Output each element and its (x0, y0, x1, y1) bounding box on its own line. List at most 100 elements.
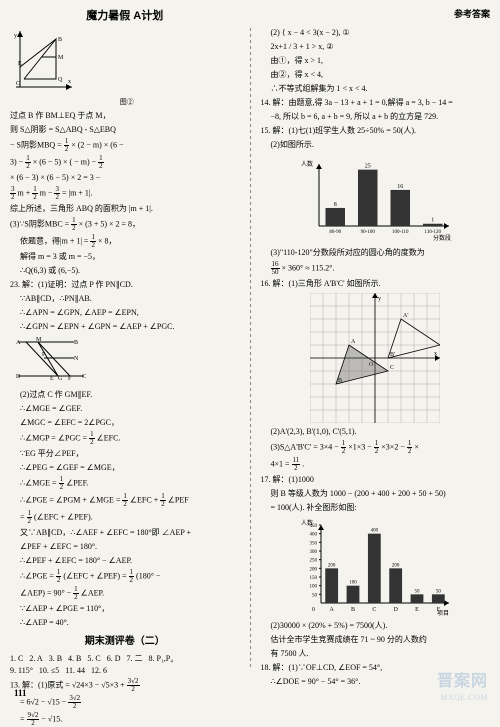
fraction: 12 (73, 586, 79, 601)
svg-text:350: 350 (310, 541, 318, 546)
text-line: 则 B 等级人数为 1000 − (200 + 400 + 200 + 50 +… (261, 488, 491, 500)
text-line: ∠PEF + ∠EFC = 180°. (10, 541, 240, 553)
text-line: (2) { x − 4 < 3(x − 2), ① (261, 27, 491, 39)
fraction: 32 (10, 186, 16, 201)
text-line: ∴∠MGE = 12 ∠PEF. (10, 476, 240, 491)
svg-text:Q: Q (58, 77, 63, 83)
fraction: 12 (122, 493, 128, 508)
coordinate-grid: xyOA'B'C'ABC (310, 293, 440, 423)
fraction: 12 (32, 186, 38, 201)
text-line: = 100(人). 补全图形如图: (261, 502, 491, 514)
svg-text:300: 300 (310, 550, 318, 555)
bar-chart-2: 人数项目50100150200250300350400450200A100B40… (295, 517, 455, 617)
t: 13. 解：(1)原式 = √24×3 − √5×3 + (10, 680, 127, 689)
svg-text:50: 50 (415, 589, 421, 594)
svg-text:80-90: 80-90 (330, 230, 342, 235)
svg-text:D: D (16, 374, 21, 380)
text-line: (3)S△A'B'C' = 3×4 − 12 ×1×3 − 12 ×3×2 − … (261, 440, 491, 455)
q14: 14. 解：由题意,得 3a − 13 + a + 1 = 0,解得 a = 3… (261, 97, 491, 109)
svg-text:100: 100 (310, 584, 318, 589)
text-line: = 6√2 − √15 − 3√22 (10, 695, 240, 710)
text-line: 则 S△阴影 = S△ABQ - S△EBQ (10, 124, 240, 136)
t: m + (18, 188, 33, 197)
t: (∠EFC + ∠PEF). (34, 512, 93, 521)
svg-text:N: N (74, 356, 79, 362)
svg-text:x: x (434, 351, 437, 357)
fraction: 12 (59, 476, 65, 491)
svg-text:100-110: 100-110 (392, 230, 409, 235)
text-line: = 12 (∠EFC + ∠PEF). (10, 510, 240, 525)
ans: 4. B (68, 653, 81, 665)
svg-text:25: 25 (365, 163, 371, 169)
text-line: − S阴影MBQ = 12 × (2 − m) × (6 − (10, 138, 240, 153)
text-line: (2)A'(2,3), B'(1,0), C'(5,1). (261, 426, 491, 438)
text-line: ∴∠PEF + ∠EFC = 180° − ∠AEP. (10, 555, 240, 567)
svg-text:B: B (58, 37, 62, 43)
svg-text:250: 250 (310, 558, 318, 563)
text-line: 2x+1 / 3 + 1 > x, ② (261, 41, 491, 53)
text-line: (2)如图所示. (261, 139, 491, 151)
fraction: 12 (98, 155, 104, 170)
text-line: 又∵AB∥CD，∴∠AEF + ∠EFC = 180°即 ∠AEP + (10, 527, 240, 539)
svg-text:y: y (14, 33, 17, 39)
svg-text:E: E (50, 376, 54, 382)
text-line: 4×1 = 112 . (261, 457, 491, 472)
t: ×3×2 − (381, 442, 407, 451)
svg-text:C: C (390, 365, 394, 371)
figure-2-label: 图② (14, 97, 240, 108)
figure-2: y x E B M Q O 图② (14, 29, 240, 108)
text-line: ∴不等式组解集为 1 < x < 4. (261, 83, 491, 95)
t: ×1×3 − (348, 442, 374, 451)
svg-text:C: C (373, 607, 377, 613)
fraction: 12 (129, 569, 135, 584)
t: = 6√2 − √15 − (20, 697, 68, 706)
t: ∴∠PGE = (20, 571, 56, 580)
ans: 1. C (10, 653, 23, 665)
text-line: ∠MGC = ∠EFC = 2∠PGC， (10, 417, 240, 429)
fraction: 3√22 (127, 678, 140, 693)
svg-text:y: y (378, 296, 381, 302)
ans: 11. 44 (65, 665, 85, 677)
fraction: 12 (90, 234, 96, 249)
fraction: 12 (89, 431, 95, 446)
watermark-sub: MXQE.COM (440, 692, 488, 704)
q16: 16. 解：(1)三角形 A'B'C' 如图所示. (261, 278, 491, 290)
text-line: = 9√22 − √15. (10, 712, 240, 727)
t: (180° − (136, 571, 160, 580)
ans: 2. A (29, 653, 42, 665)
text-line: ∴∠AEP = 40°. (10, 617, 240, 629)
svg-text:人数: 人数 (301, 160, 313, 168)
answer-row-2: 9. 115° 10. ≤5 11. 44 12. 6 (10, 665, 240, 677)
svg-text:A': A' (403, 313, 408, 319)
t: × 360° ≈ 115.2°. (282, 263, 335, 272)
text-line: ∴∠PEG = ∠GEF = ∠MGE， (10, 462, 240, 474)
t: ∴∠PGE = ∠PGM + ∠MGE = (20, 495, 122, 504)
svg-text:G: G (58, 376, 63, 382)
svg-text:200: 200 (392, 563, 400, 568)
left-column: 魔力暑假 A计划 y x E B M Q O 图② 过点 B (10, 8, 240, 698)
svg-text:50: 50 (312, 593, 318, 598)
svg-text:100: 100 (350, 580, 358, 585)
t: (3)S△A'B'C' = 3×4 − (271, 442, 341, 451)
text-line: ∴∠PGE = 12 (∠EFC + ∠PEF) = 12 (180° − (10, 569, 240, 584)
text-line: 32 m + 12 m − 32 = |m + 1|. (10, 186, 240, 201)
text-line: ∴∠MGE = ∠GEF. (10, 403, 240, 415)
svg-text:450: 450 (310, 524, 318, 529)
watermark-main: 晋案网 (437, 670, 488, 694)
svg-text:A: A (351, 339, 356, 345)
column-divider (250, 28, 251, 668)
svg-text:110-120: 110-120 (425, 230, 442, 235)
q23: 23. 解：(1)证明：过点 P 作 PN∥CD. (10, 279, 240, 291)
text-line: (3)∵S阴影MBC = 12 × (3 + 5) × 2 = 8， (10, 217, 240, 232)
fraction: 12 (56, 569, 62, 584)
t: (3)∵S阴影MBC = (10, 219, 71, 228)
text-line: ∴∠APN = ∠GPN, ∠AEP = ∠EPN, (10, 307, 240, 319)
text-line: ∵EG 平分∠PEF， (10, 448, 240, 460)
ans: 8. P₁,P₄ (149, 653, 173, 665)
svg-text:50: 50 (436, 589, 442, 594)
text-line: × (6 − 3) × (6 − 5) × 2 = 3 − (10, 172, 240, 184)
text-line: (3)"110-120"分数段所对应的圆心角的度数为 (261, 247, 491, 259)
svg-text:200: 200 (310, 567, 318, 572)
text-line: 综上所述，三角形 ABQ 的面积为 |m + 1|. (10, 203, 240, 215)
svg-text:E: E (415, 607, 419, 613)
